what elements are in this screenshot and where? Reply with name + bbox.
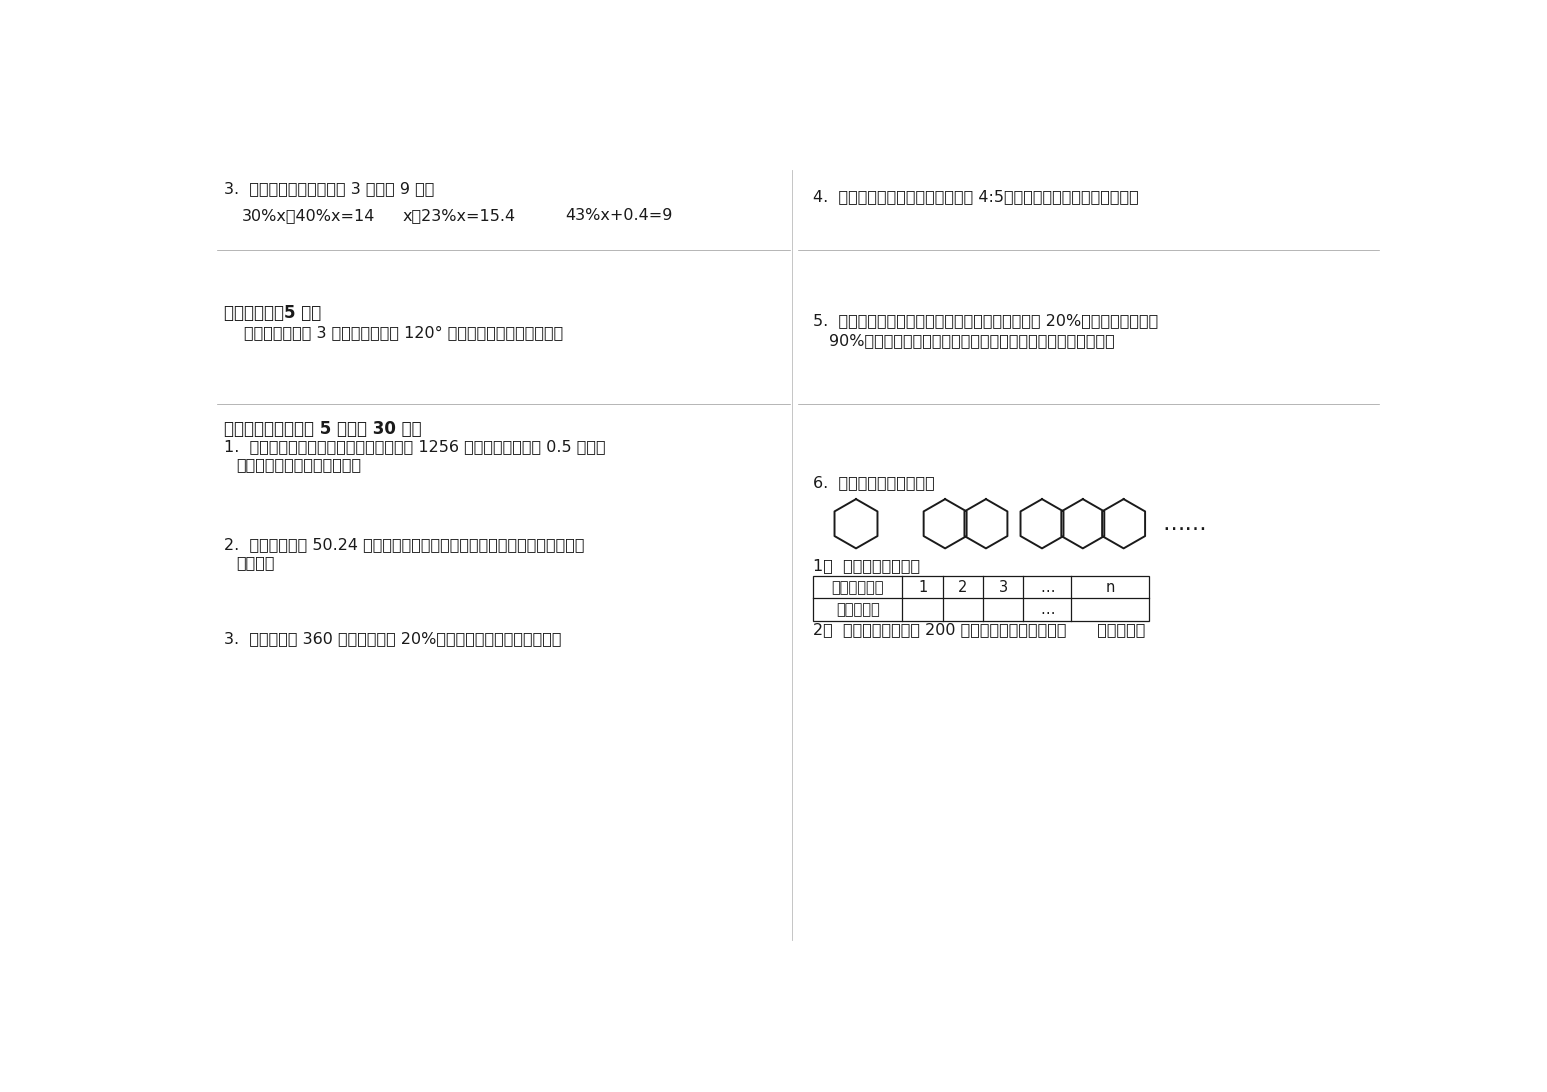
Text: 90%。求去年成活树木的数量是前年成说树木数量的百分之几？: 90%。求去年成活树木的数量是前年成说树木数量的百分之几？ [829,333,1115,347]
Text: 五、操作题（5 分）: 五、操作题（5 分） [224,305,322,322]
Text: 正六边形个数: 正六边形个数 [832,580,885,595]
Text: 3.  果园有桃树 360 棵，比梨树多 20%，则果园一共有多少棵果树？: 3. 果园有桃树 360 棵，比梨树多 20%，则果园一共有多少棵果树？ [224,631,562,646]
Text: 1.  小明在一个圆形广场走了一圈，共走了 1256 步，小明每步长约 0.5 米。则: 1. 小明在一个圆形广场走了一圈，共走了 1256 步，小明每步长约 0.5 米… [224,439,606,454]
Text: …: … [1040,580,1055,595]
Text: 2: 2 [958,580,967,595]
Text: 六、应用题（每小题 5 分，共 30 分）: 六、应用题（每小题 5 分，共 30 分） [224,419,422,438]
Text: 方厘米？: 方厘米？ [237,556,274,570]
Text: ……: …… [1162,513,1207,534]
Text: 2）  根据你的算法，搭 200 个这样的正六边形需要（      ）根火柴。: 2） 根据你的算法，搭 200 个这样的正六边形需要（ ）根火柴。 [814,622,1146,638]
Text: 2.  把一个周长为 50.24 分米的圆平均分成两半，则每个半圆的面积是多少平: 2. 把一个周长为 50.24 分米的圆平均分成两半，则每个半圆的面积是多少平 [224,537,585,551]
Text: 5.  一个林场，去年植树的数量比前年成活的树木多 20%，去年的成活率是: 5. 一个林场，去年植树的数量比前年成活的树木多 20%，去年的成活率是 [814,313,1159,329]
Text: 3: 3 [999,580,1007,595]
Text: 这个广场的半径约为多少米？: 这个广场的半径约为多少米？ [237,456,360,472]
Text: n: n [1106,580,1115,595]
Text: 3.  解下列方程。（每小题 3 分，共 9 分）: 3. 解下列方程。（每小题 3 分，共 9 分） [224,181,435,197]
Text: 画出一个半径是 3 厘米，圆心角为 120° 的扇形，并求出它的面积。: 画出一个半径是 3 厘米，圆心角为 120° 的扇形，并求出它的面积。 [244,325,563,340]
Text: 火柴棒根数: 火柴棒根数 [835,602,880,617]
Text: …: … [1040,602,1055,617]
Text: 1: 1 [917,580,927,595]
Bar [814,577,1149,620]
Text: 4.  校文艺队女生和男生的人数比为 4:5，那么男生比女生多百分之几？: 4. 校文艺队女生和男生的人数比为 4:5，那么男生比女生多百分之几？ [814,189,1139,204]
Text: 1）  搭一搭，填一填。: 1） 搭一搭，填一填。 [814,558,920,572]
Text: 43%x+0.4=9: 43%x+0.4=9 [565,209,673,223]
Text: 6.  用火柴棒拼正六边形。: 6. 用火柴棒拼正六边形。 [814,475,934,490]
Text: 30%x＋40%x=14: 30%x＋40%x=14 [241,209,374,223]
Text: x－23%x=15.4: x－23%x=15.4 [402,209,515,223]
